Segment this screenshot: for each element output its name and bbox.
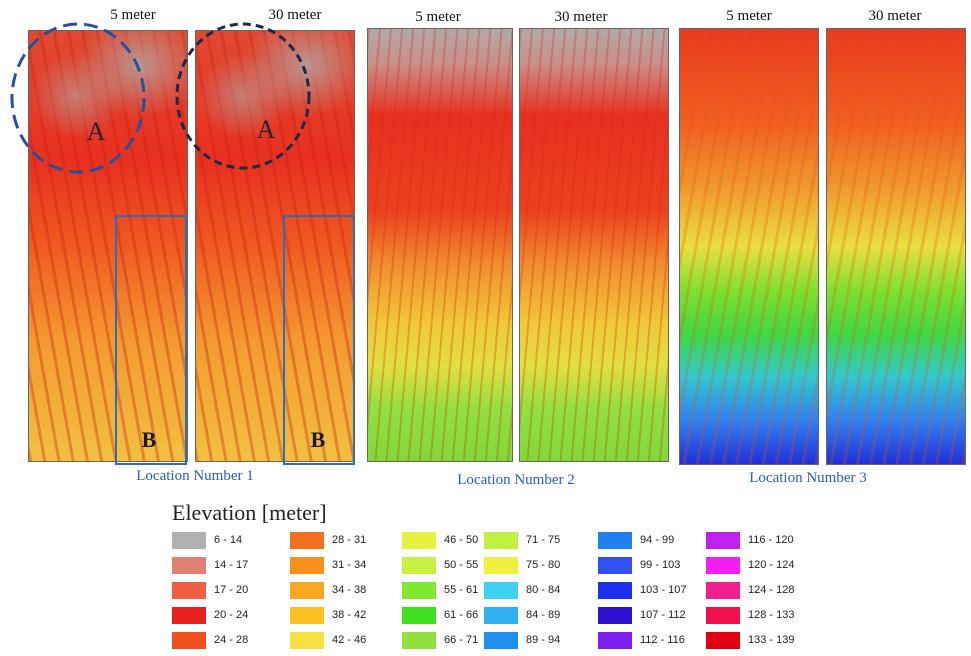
legend-swatch	[172, 557, 206, 574]
legend-swatch	[598, 582, 632, 599]
legend-label: 34 - 38	[332, 584, 367, 596]
legend-label: 99 - 103	[640, 559, 681, 571]
legend-swatch	[290, 582, 324, 599]
elevation-map	[28, 30, 188, 462]
legend-swatch	[402, 532, 436, 549]
legend-swatch	[598, 607, 632, 624]
legend-swatch	[598, 532, 632, 549]
legend-swatch	[706, 557, 740, 574]
legend-swatch	[290, 607, 324, 624]
legend-label: 61 - 66	[444, 609, 479, 621]
legend-label: 84 - 89	[526, 609, 561, 621]
legend-label: 120 - 124	[748, 559, 795, 571]
legend-label: 75 - 80	[526, 559, 561, 571]
elevation-map	[367, 28, 513, 462]
legend-swatch	[484, 632, 518, 649]
legend-label: 50 - 55	[444, 559, 479, 571]
region-label: A	[256, 115, 276, 144]
legend-label: 116 - 120	[748, 534, 794, 546]
legend-label: 107 - 112	[640, 609, 686, 621]
location-label: Location Number 2	[457, 472, 575, 488]
legend-swatch	[172, 632, 206, 649]
legend-swatch	[598, 557, 632, 574]
legend-swatch	[290, 557, 324, 574]
legend-swatch	[484, 532, 518, 549]
legend-swatch	[402, 557, 436, 574]
legend-swatch	[484, 557, 518, 574]
region-circle	[10, 22, 146, 174]
region-label: B	[141, 427, 157, 452]
elevation-map	[826, 28, 966, 465]
map-label: 30 meter	[268, 7, 322, 23]
legend-label: 31 - 34	[332, 559, 367, 571]
legend-label: 24 - 28	[214, 634, 249, 646]
legend-swatch	[172, 532, 206, 549]
map-label: 5 meter	[415, 9, 461, 25]
legend-label: 71 - 75	[526, 534, 561, 546]
legend-label: 38 - 42	[332, 609, 367, 621]
legend-label: 94 - 99	[640, 534, 675, 546]
map-label: 5 meter	[726, 8, 772, 24]
legend-label: 89 - 94	[526, 634, 561, 646]
legend-label: 55 - 61	[444, 584, 479, 596]
legend-label: 42 - 46	[332, 634, 367, 646]
legend-swatch	[598, 632, 632, 649]
legend-swatch	[402, 582, 436, 599]
legend-label: 17 - 20	[214, 584, 249, 596]
region-label: B	[310, 427, 326, 452]
legend-label: 46 - 50	[444, 534, 479, 546]
legend-swatch	[402, 632, 436, 649]
legend-label: 80 - 84	[526, 584, 561, 596]
legend-label: 14 - 17	[214, 559, 249, 571]
legend-label: 103 - 107	[640, 584, 687, 596]
legend-title: Elevation [meter]	[172, 500, 327, 525]
legend-label: 28 - 31	[332, 534, 367, 546]
legend-swatch	[484, 607, 518, 624]
legend-swatch	[402, 607, 436, 624]
legend-swatch	[172, 607, 206, 624]
region-label: A	[86, 117, 106, 146]
legend-swatch	[706, 632, 740, 649]
legend-swatch	[484, 582, 518, 599]
legend-swatch	[290, 532, 324, 549]
legend-label: 133 - 139	[748, 634, 795, 646]
elevation-map	[195, 30, 355, 462]
legend-swatch	[706, 607, 740, 624]
map-label: 5 meter	[110, 7, 156, 23]
legend-label: 128 - 133	[748, 609, 795, 621]
legend-label: 20 - 24	[214, 609, 249, 621]
legend-label: 112 - 116	[640, 634, 685, 646]
legend-swatch	[172, 582, 206, 599]
legend-swatch	[706, 582, 740, 599]
location-label: Location Number 1	[136, 468, 254, 484]
elevation-map	[679, 28, 819, 465]
region-circle	[175, 22, 311, 170]
legend-label: 6 - 14	[214, 534, 243, 546]
legend-swatch	[706, 532, 740, 549]
location-label: Location Number 3	[749, 470, 867, 486]
legend-label: 124 - 128	[748, 584, 795, 596]
region-box	[115, 215, 187, 465]
map-label: 30 meter	[868, 8, 922, 24]
region-box	[283, 215, 355, 465]
legend-label: 66 - 71	[444, 634, 479, 646]
map-label: 30 meter	[554, 9, 608, 25]
elevation-map	[519, 28, 669, 462]
legend-swatch	[290, 632, 324, 649]
